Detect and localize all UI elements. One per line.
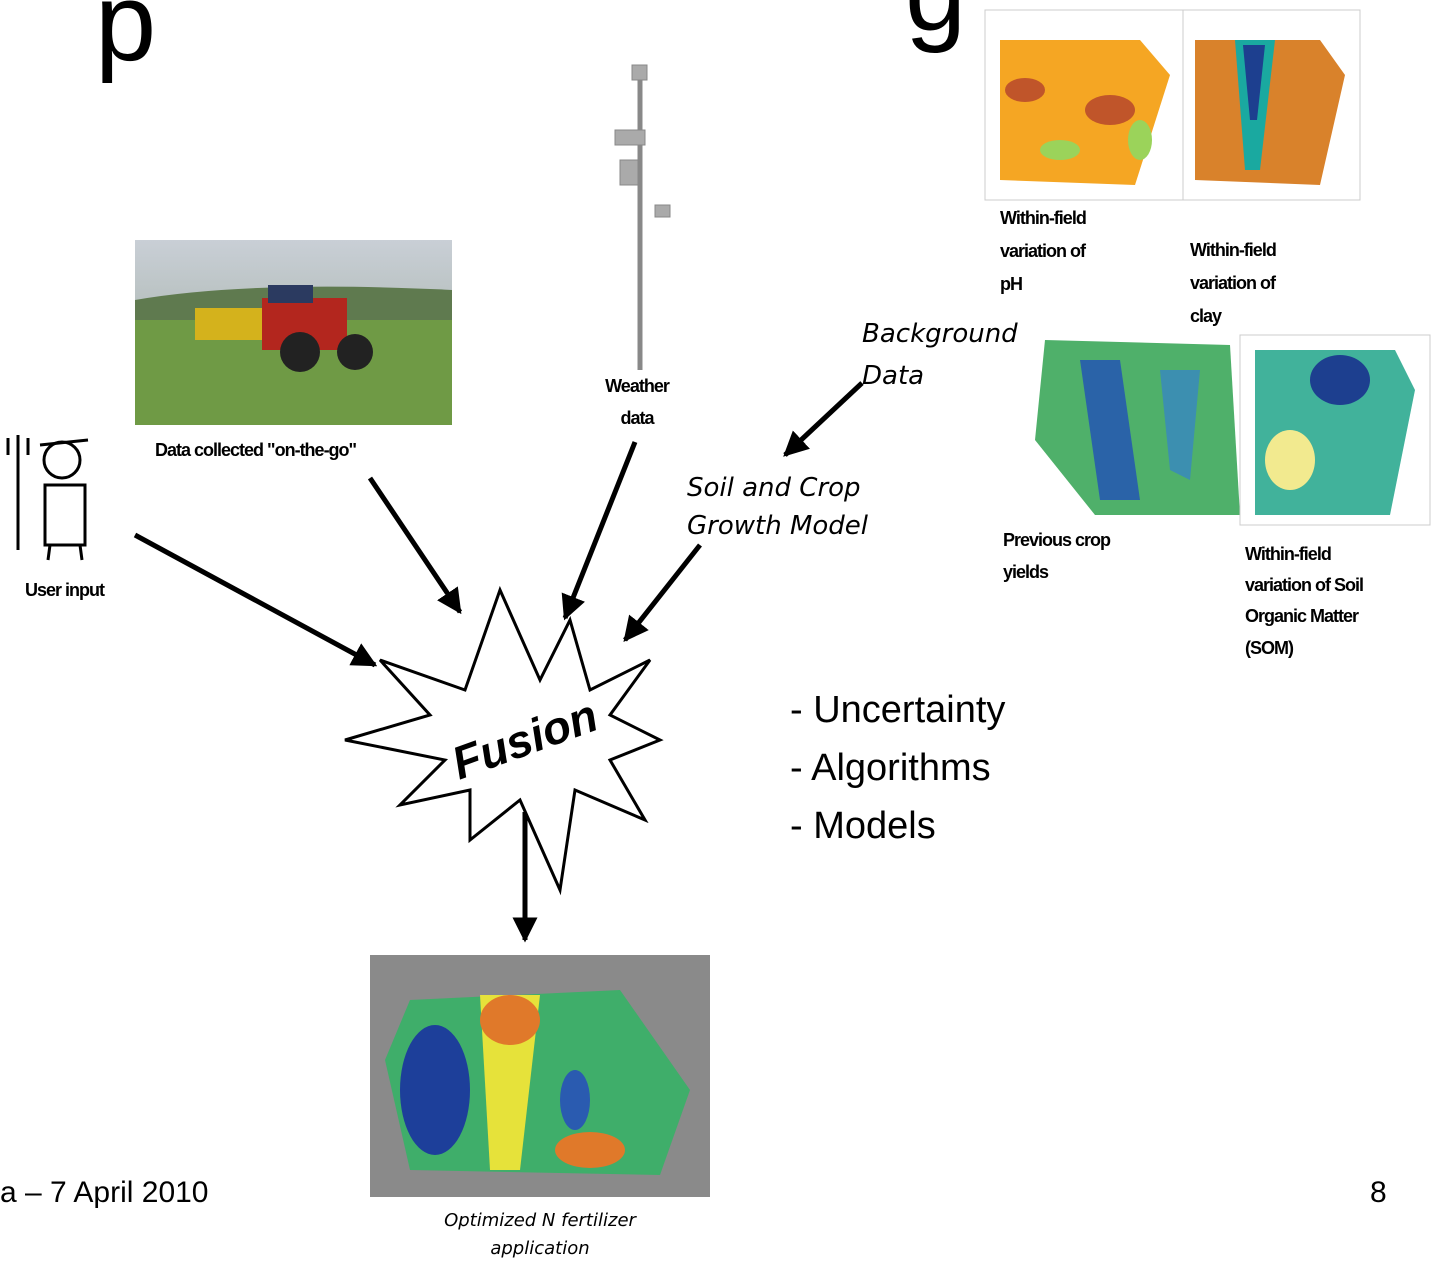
user-caption: User input [25, 580, 105, 600]
clay-caption: Within-field variation of clay [1190, 240, 1277, 326]
bullet: - Algorithms [790, 747, 991, 789]
yield-caption: Previous crop yields [1003, 530, 1111, 582]
arrow [135, 535, 375, 665]
body: p g Data collected "on-the-go" Weather da… [0, 0, 1439, 1264]
page: Slide {"title_fragments": ["p", "g"], "t… [0, 0, 1439, 1264]
line: data [620, 408, 655, 428]
shape [1265, 430, 1315, 490]
model-caption: Soil and Crop Growth Model [687, 473, 869, 541]
line: Data [862, 361, 924, 391]
line: Within-field [1190, 240, 1276, 260]
line: Background [862, 319, 1018, 349]
shape [45, 485, 85, 545]
page-number: 8 [1370, 1176, 1387, 1209]
shape [400, 1025, 470, 1155]
arrow [625, 545, 700, 640]
shape [555, 1132, 625, 1168]
line: Optimized N fertilizer [444, 1210, 637, 1231]
arrow [370, 478, 460, 612]
line: Weather [605, 376, 670, 396]
ph-caption: Within-field variation of pH [1000, 208, 1087, 294]
shape [1128, 120, 1152, 160]
line: Growth Model [687, 511, 869, 541]
shape [1085, 95, 1135, 125]
shape [560, 1070, 590, 1130]
line: variation of [1000, 241, 1087, 261]
line: application [490, 1238, 589, 1259]
arrow [785, 383, 862, 455]
weather-caption: Weather data [605, 376, 670, 428]
line: Organic Matter [1245, 606, 1359, 626]
clay-map [1183, 10, 1360, 200]
tractor-photo [135, 240, 452, 425]
som-map [1240, 335, 1430, 525]
line: clay [1190, 306, 1222, 326]
line: Within-field [1245, 544, 1331, 564]
tractor-caption: Data collected "on-the-go" [155, 440, 357, 460]
line: Within-field [1000, 208, 1086, 228]
line: variation of Soil [1245, 575, 1363, 595]
shape [1040, 140, 1080, 160]
shape [337, 334, 373, 370]
ph-map [985, 10, 1183, 200]
line: (SOM) [1245, 638, 1294, 658]
slide: p g Data collected "on-the-go" Weather da… [0, 0, 1439, 1264]
shape [268, 285, 313, 303]
line: Soil and Crop [687, 473, 861, 503]
result-map [370, 955, 710, 1197]
shape [1005, 78, 1045, 102]
weather-mast [615, 65, 670, 370]
bullet: - Models [790, 805, 936, 847]
line: variation of [1190, 273, 1277, 293]
shape [280, 332, 320, 372]
background-caption: Background Data [862, 319, 1018, 391]
shape [8, 435, 28, 455]
footer-date: a – 7 April 2010 [0, 1176, 209, 1209]
yield-map [1035, 340, 1240, 515]
shape [1310, 355, 1370, 405]
shape [48, 545, 82, 560]
shape [615, 130, 645, 145]
shape [655, 205, 670, 217]
shape [480, 995, 540, 1045]
line: Previous crop [1003, 530, 1111, 550]
shape [44, 442, 80, 478]
result-caption: Optimized N fertilizer application [444, 1210, 637, 1259]
line: yields [1003, 562, 1049, 582]
line: pH [1000, 274, 1022, 294]
arrow [565, 442, 635, 618]
shape [620, 160, 638, 185]
som-caption: Within-field variation of Soil Organic Mat… [1245, 544, 1363, 658]
shape [632, 65, 647, 80]
title-fragment: g [905, 0, 966, 54]
bullet: - Uncertainty [790, 689, 1005, 731]
shape [195, 308, 265, 340]
bullet-list: - Uncertainty - Algorithms - Models [790, 689, 1005, 847]
title-fragment: p [95, 0, 156, 84]
farmer-icon [8, 435, 88, 560]
